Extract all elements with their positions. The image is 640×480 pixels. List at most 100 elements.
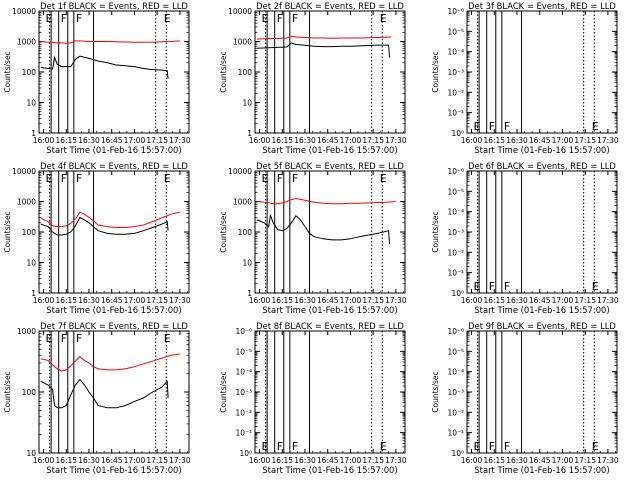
event-marker: E [474,280,481,293]
x-tick-label: 16:00 [33,136,55,145]
x-tick-label: 16:00 [249,136,271,145]
x-tick-label: 17:15 [362,456,384,465]
x-axis-label: Start Time (01-Feb-16 15:57:00) [474,305,609,315]
x-tick-label: 16:45 [101,296,123,305]
x-tick-label: 16:00 [33,456,55,465]
x-tick-label: 17:00 [552,296,574,305]
x-tick-label: 16:45 [317,456,339,465]
event-marker: E [262,440,269,453]
x-tick-label: 16:00 [33,296,55,305]
lld-rate-line [40,211,181,228]
detector-panel-1: Det 1f BLACK = Events, RED = LLD 1 10 100 10… [3,1,191,155]
y-tick-label: 1000 [233,38,252,47]
x-tick-label: 16:45 [317,296,339,305]
lld-rate-line [256,35,392,40]
x-tick-label: 17:15 [146,136,168,145]
x-tick-label: 17:30 [385,296,407,305]
event-marker: F [277,12,283,25]
lld-rate-line [40,40,180,44]
y-tick-label: 10⁰ [451,129,464,138]
x-tick-label: 16:00 [461,136,483,145]
x-axis-label: Start Time (01-Feb-16 15:57:00) [474,465,609,475]
x-tick-label: 16:45 [529,296,551,305]
y-tick-label: 10 [26,449,36,458]
lld-rate-line [256,197,396,205]
y-axis-label: Counts/sec [431,51,440,92]
x-tick-label: 16:00 [249,456,271,465]
x-axis-label: Start Time (01-Feb-16 15:57:00) [46,145,181,155]
event-marker: E [380,440,387,453]
panel-title: Det 5f BLACK = Events, RED = LLD [256,161,404,171]
x-tick-label: 17:15 [574,136,596,145]
y-tick-label: 10⁻³ [447,228,464,237]
detector-panel-3: Det 3f BLACK = Events, RED = LLD 10⁰ 10⁻¹ 1… [431,1,619,155]
lld-rate-line [40,353,180,372]
y-tick-label: 10⁻² [235,408,252,417]
x-tick-label: 17:30 [169,136,191,145]
y-tick-label: 1000 [17,198,36,207]
event-marker: F [489,280,495,293]
event-marker: F [76,172,82,185]
detector-panel-4: Det 4f BLACK = Events, RED = LLD 1 10 100 10… [3,161,191,315]
y-tick-label: 10⁻⁵ [447,187,464,196]
y-tick-label: 10⁻⁶ [235,327,252,336]
event-marker: F [489,440,495,453]
y-tick-label: 10⁰ [451,449,464,458]
panel-title: Det 3f BLACK = Events, RED = LLD [468,1,616,11]
y-tick-label: 1 [247,289,252,298]
event-marker: F [61,172,67,185]
y-tick-label: 10⁻¹ [447,429,464,438]
x-tick-label: 17:15 [146,456,168,465]
y-axis-label: Counts/sec [219,51,228,92]
x-tick-label: 16:30 [506,296,528,305]
detector-panel-2: Det 2f BLACK = Events, RED = LLD 1 10 100 10… [219,1,407,155]
y-tick-label: 1 [31,129,36,138]
y-tick-label: 10⁻¹ [447,269,464,278]
event-marker: F [277,172,283,185]
x-tick-label: 17:00 [340,136,362,145]
event-marker: F [504,120,510,133]
event-marker: F [504,440,510,453]
event-marker: E [164,172,171,185]
y-tick-label: 10⁻³ [447,388,464,397]
event-marker: E [262,12,269,25]
y-tick-label: 1000 [17,327,36,336]
y-tick-label: 10⁻⁵ [447,347,464,356]
x-tick-label: 17:15 [146,296,168,305]
x-tick-label: 17:15 [362,136,384,145]
x-tick-label: 16:00 [461,296,483,305]
y-tick-label: 10000 [12,7,36,16]
x-tick-label: 17:00 [124,296,146,305]
event-marker: E [592,280,599,293]
event-marker: F [489,120,495,133]
y-tick-label: 10⁻³ [447,68,464,77]
x-tick-label: 16:30 [294,136,316,145]
event-marker: F [292,12,298,25]
y-tick-label: 10⁻⁴ [447,368,464,377]
x-tick-label: 16:45 [101,456,123,465]
x-tick-label: 16:00 [461,456,483,465]
y-axis-label: Counts/sec [219,371,228,412]
x-tick-label: 16:45 [101,136,123,145]
y-tick-label: 10⁻² [447,88,464,97]
y-tick-label: 10⁻⁶ [447,327,464,336]
event-marker: E [474,440,481,453]
x-tick-label: 16:45 [529,456,551,465]
y-axis-label: Counts/sec [431,371,440,412]
panel-title: Det 6f BLACK = Events, RED = LLD [468,161,616,171]
y-tick-label: 10⁰ [239,449,252,458]
event-marker: F [76,332,82,345]
event-marker: F [61,332,67,345]
event-marker: E [46,12,53,25]
panel-title: Det 2f BLACK = Events, RED = LLD [256,1,404,11]
x-tick-label: 16:30 [506,136,528,145]
y-tick-label: 10000 [12,167,36,176]
y-axis-label: Counts/sec [431,211,440,252]
y-tick-label: 1 [31,289,36,298]
event-marker: E [592,440,599,453]
y-tick-label: 10000 [228,7,252,16]
x-tick-label: 17:30 [597,136,619,145]
y-tick-label: 100 [22,68,37,77]
x-tick-label: 16:30 [294,456,316,465]
x-axis-label: Start Time (01-Feb-16 15:57:00) [46,465,181,475]
